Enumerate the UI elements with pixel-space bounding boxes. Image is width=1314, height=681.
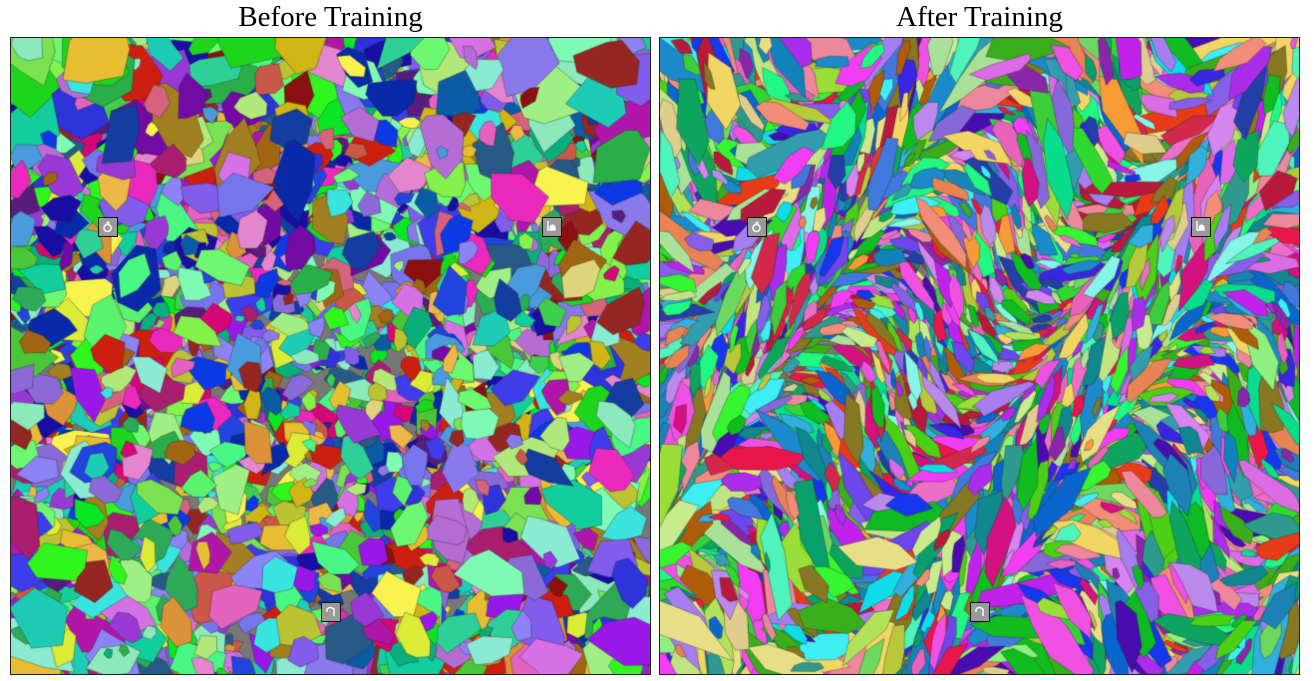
ring-pin-icon (98, 217, 118, 237)
after-region-canvas (660, 38, 1299, 674)
ring-pin-icon (747, 217, 767, 237)
hook-arrow-icon (970, 602, 990, 622)
panel-title-after: After Training (896, 1, 1063, 33)
after-region-map (659, 37, 1300, 675)
droplet-icon (542, 217, 562, 237)
before-region-map (10, 37, 651, 675)
panel-title-before: Before Training (238, 1, 423, 33)
hook-arrow-icon (321, 602, 341, 622)
before-region-canvas (11, 38, 650, 674)
droplet-icon (1191, 217, 1211, 237)
